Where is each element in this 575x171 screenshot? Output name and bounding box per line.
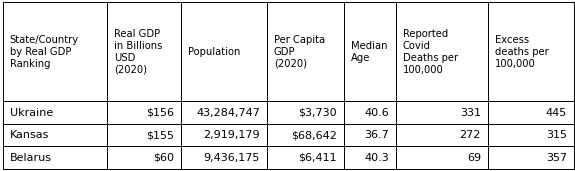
Bar	[267, 124, 344, 146]
Text: 9,436,175: 9,436,175	[204, 153, 260, 163]
Bar	[488, 2, 574, 101]
Text: 36.7: 36.7	[364, 130, 389, 140]
Bar	[488, 101, 574, 124]
Bar	[181, 124, 267, 146]
Text: $68,642: $68,642	[291, 130, 337, 140]
Bar	[396, 146, 488, 169]
Text: $60: $60	[153, 153, 174, 163]
Bar	[3, 101, 108, 124]
Text: Ukraine: Ukraine	[10, 108, 53, 118]
Text: 357: 357	[546, 153, 567, 163]
Bar	[108, 101, 181, 124]
Text: $155: $155	[146, 130, 174, 140]
Bar	[344, 2, 396, 101]
Bar	[396, 2, 488, 101]
Bar	[344, 101, 396, 124]
Bar	[3, 124, 108, 146]
Bar	[3, 146, 108, 169]
Bar	[396, 101, 488, 124]
Bar	[344, 146, 396, 169]
Bar	[181, 2, 267, 101]
Bar	[267, 101, 344, 124]
Bar	[3, 2, 108, 101]
Text: Excess
deaths per
100,000: Excess deaths per 100,000	[495, 35, 549, 69]
Bar	[267, 146, 344, 169]
Text: Real GDP
in Billions
USD
(2020): Real GDP in Billions USD (2020)	[114, 29, 163, 75]
Text: Reported
Covid
Deaths per
100,000: Reported Covid Deaths per 100,000	[402, 29, 458, 75]
Bar	[344, 124, 396, 146]
Text: 445: 445	[546, 108, 567, 118]
Text: Population: Population	[188, 47, 240, 57]
Text: 43,284,747: 43,284,747	[196, 108, 260, 118]
Text: Kansas: Kansas	[10, 130, 49, 140]
Text: Per Capita
GDP
(2020): Per Capita GDP (2020)	[274, 35, 325, 69]
Bar	[267, 2, 344, 101]
Text: $156: $156	[146, 108, 174, 118]
Text: $6,411: $6,411	[298, 153, 337, 163]
Bar	[108, 2, 181, 101]
Text: 69: 69	[467, 153, 481, 163]
Bar	[181, 101, 267, 124]
Bar	[488, 124, 574, 146]
Bar	[488, 146, 574, 169]
Text: 2,919,179: 2,919,179	[204, 130, 260, 140]
Text: 315: 315	[546, 130, 567, 140]
Bar	[181, 146, 267, 169]
Text: 40.6: 40.6	[364, 108, 389, 118]
Text: Median
Age: Median Age	[351, 41, 387, 63]
Bar	[396, 124, 488, 146]
Bar	[108, 146, 181, 169]
Text: State/Country
by Real GDP
Ranking: State/Country by Real GDP Ranking	[10, 35, 79, 69]
Text: 40.3: 40.3	[364, 153, 389, 163]
Text: 272: 272	[459, 130, 481, 140]
Text: 331: 331	[460, 108, 481, 118]
Bar	[108, 124, 181, 146]
Text: Belarus: Belarus	[10, 153, 52, 163]
Text: $3,730: $3,730	[298, 108, 337, 118]
